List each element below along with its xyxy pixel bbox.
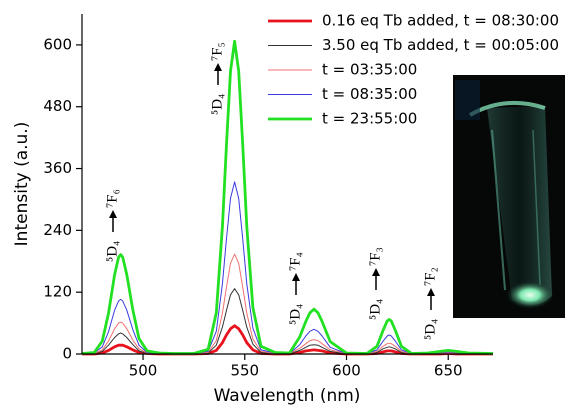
y-tick-label: 120: [43, 283, 72, 301]
transition-lower: ⁵D₄: [367, 299, 383, 320]
transition-label: ⁵D₄ ⁷F₅: [209, 42, 225, 115]
photo: [453, 75, 565, 318]
y-tick-label: 360: [43, 159, 72, 177]
x-tick-label: 550: [230, 362, 259, 380]
series-line: [81, 181, 493, 354]
x-tick-label: 650: [434, 362, 463, 380]
transition-lower: ⁵D₄: [104, 241, 120, 262]
y-tick-label: 600: [43, 35, 72, 53]
transition-upper: ⁷F₄: [287, 252, 303, 271]
transition-lower: ⁵D₄: [287, 304, 303, 325]
series-line: [81, 288, 493, 355]
transition-label: ⁵D₄ ⁷F₂: [422, 267, 438, 340]
transition-arrowhead: [372, 268, 380, 276]
transition-upper: ⁷F₂: [422, 267, 438, 286]
x-axis-label: Wavelength (nm): [214, 386, 361, 406]
legend-label: t = 03:35:00: [322, 61, 417, 79]
transition-label: ⁵D₄ ⁷F₄: [287, 252, 303, 325]
x-tick-label: 500: [129, 362, 158, 380]
transition-lower: ⁵D₄: [422, 319, 438, 340]
legend-label: t = 08:35:00: [322, 85, 417, 103]
legend-label: 3.50 eq Tb added, t = 00:05:00: [322, 36, 559, 54]
transition-arrowhead: [109, 210, 117, 218]
transition-label: ⁵D₄ ⁷F₆: [104, 189, 120, 262]
transition-upper: ⁷F₅: [209, 42, 225, 61]
y-tick-label: 480: [43, 97, 72, 115]
transition-arrowhead: [214, 63, 222, 71]
series-line: [81, 253, 494, 355]
transition-upper: ⁷F₆: [104, 189, 120, 208]
transition-arrowhead: [427, 288, 435, 296]
y-axis-label: Intensity (a.u.): [12, 122, 32, 247]
y-tick-label: 240: [43, 221, 72, 239]
y-tick-label: 0: [62, 345, 72, 363]
series-line: [81, 39, 494, 355]
x-tick-label: 600: [332, 362, 361, 380]
transition-label: ⁵D₄ ⁷F₃: [367, 247, 383, 320]
transition-upper: ⁷F₃: [367, 247, 383, 266]
transition-lower: ⁵D₄: [209, 94, 225, 115]
legend-label: 0.16 eq Tb added, t = 08:30:00: [322, 12, 559, 30]
legend-label: t = 23:55:00: [322, 110, 417, 128]
transition-arrowhead: [292, 273, 300, 281]
